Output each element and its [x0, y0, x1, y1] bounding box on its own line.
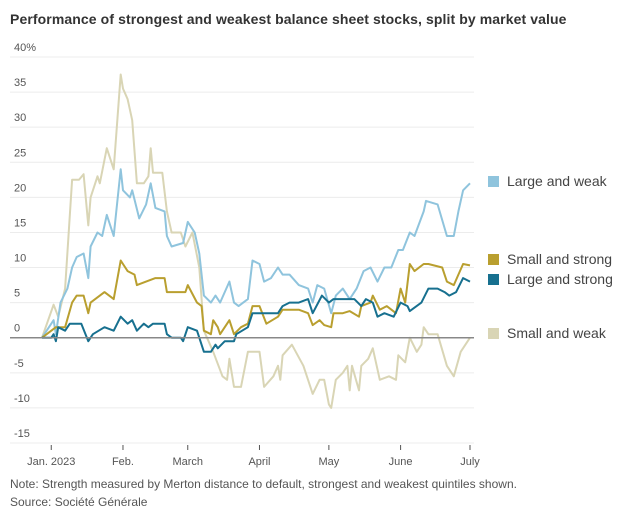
legend-item-large-and-weak: Large and weak	[488, 173, 607, 189]
y-tick-label: -5	[14, 358, 24, 370]
legend-label: Large and weak	[507, 173, 607, 189]
y-tick-label: -15	[14, 428, 30, 440]
y-tick-label: -10	[14, 393, 30, 405]
x-tick-label: Feb.	[112, 456, 134, 468]
x-tick-label: May	[318, 456, 339, 468]
legend-item-large-and-strong: Large and strong	[488, 271, 613, 287]
legend-swatch	[488, 175, 499, 187]
series-line-large-and-weak	[41, 168, 471, 339]
legend-item-small-and-weak: Small and weak	[488, 325, 606, 341]
x-tick-label: April	[248, 456, 270, 468]
y-tick-label: 40%	[14, 42, 36, 54]
series-line-small-and-weak	[41, 73, 471, 409]
y-tick-label: 35	[14, 77, 26, 89]
chart-title: Performance of strongest and weakest bal…	[10, 11, 567, 27]
x-tick-label: Jan. 2023	[27, 456, 75, 468]
series-line-small-and-strong	[41, 259, 471, 339]
x-tick-label: March	[172, 456, 203, 468]
legend-label: Large and strong	[507, 271, 613, 287]
x-tick-label: July	[460, 456, 480, 468]
y-tick-label: 10	[14, 253, 26, 265]
legend-label: Small and weak	[507, 325, 606, 341]
y-tick-label: 0	[14, 323, 20, 335]
legend-swatch	[488, 327, 499, 339]
legend-label: Small and strong	[507, 251, 613, 267]
legend-item-small-and-strong: Small and strong	[488, 251, 612, 267]
legend-swatch	[488, 253, 499, 265]
chart-note: Note: Strength measured by Merton distan…	[10, 477, 517, 491]
y-tick-label: 30	[14, 112, 26, 124]
y-tick-label: 25	[14, 147, 26, 159]
y-tick-label: 15	[14, 217, 26, 229]
y-tick-label: 20	[14, 182, 26, 194]
legend-swatch	[488, 273, 499, 285]
y-tick-label: 5	[14, 288, 20, 300]
x-tick-label: June	[389, 456, 413, 468]
chart-source: Source: Société Générale	[10, 495, 148, 509]
